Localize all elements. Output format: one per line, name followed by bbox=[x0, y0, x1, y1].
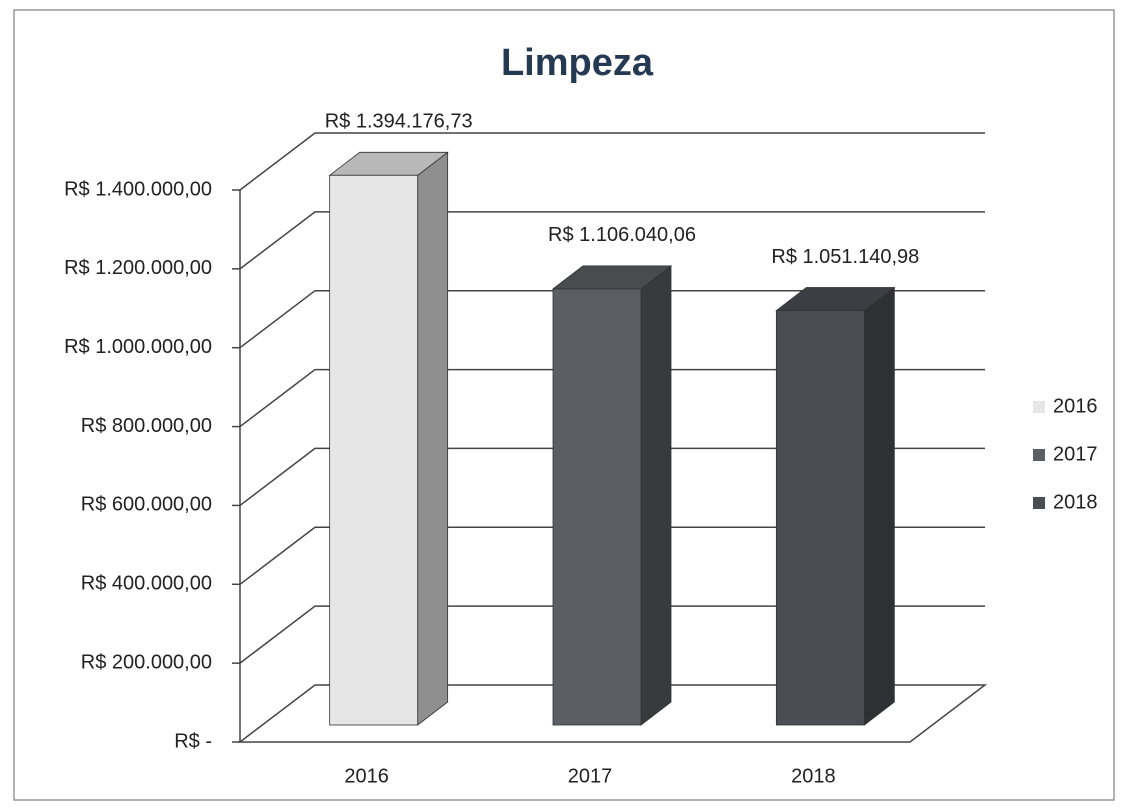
y-tick-label: R$ 1.000.000,00 bbox=[64, 336, 212, 358]
bar-front bbox=[775, 310, 865, 726]
y-tick-label: R$ 1.400.000,00 bbox=[64, 178, 212, 200]
grid-line bbox=[239, 132, 985, 191]
grid-line bbox=[239, 289, 985, 349]
y-tick-label: R$ 200.000,00 bbox=[81, 651, 212, 673]
y-tick-label: R$ - bbox=[174, 730, 212, 752]
x-tick-label: 2016 bbox=[344, 765, 389, 787]
grid-line bbox=[239, 368, 985, 428]
bar-side bbox=[640, 265, 672, 726]
bar-side bbox=[863, 286, 895, 726]
data-label: R$ 1.106.040,06 bbox=[548, 224, 696, 246]
legend-swatch bbox=[1033, 497, 1045, 509]
legend-label: 2018 bbox=[1053, 491, 1098, 513]
floor bbox=[237, 684, 988, 743]
grid-line bbox=[239, 211, 985, 270]
x-tick-label: 2017 bbox=[568, 765, 613, 787]
bar-side bbox=[417, 151, 449, 726]
legend-label: 2016 bbox=[1053, 395, 1098, 417]
data-label: R$ 1.394.176,73 bbox=[325, 111, 473, 133]
legend-label: 2017 bbox=[1053, 443, 1098, 465]
y-tick-label: R$ 800.000,00 bbox=[81, 415, 212, 437]
legend-swatch bbox=[1033, 449, 1045, 461]
y-tick-label: R$ 600.000,00 bbox=[81, 494, 212, 516]
data-label: R$ 1.051.140,98 bbox=[771, 246, 919, 268]
x-tick-label: 2018 bbox=[791, 765, 836, 787]
bar-front bbox=[552, 288, 642, 726]
y-tick-label: R$ 1.200.000,00 bbox=[64, 257, 212, 279]
bar bbox=[328, 151, 449, 726]
grid-line bbox=[239, 605, 985, 664]
grid-line bbox=[239, 526, 985, 585]
chart-title: Limpeza bbox=[501, 42, 654, 84]
bar bbox=[775, 286, 896, 726]
y-tick-label: R$ 400.000,00 bbox=[81, 573, 212, 595]
bar bbox=[551, 265, 673, 726]
bar-front bbox=[329, 174, 419, 726]
grid-line bbox=[239, 447, 985, 507]
legend-swatch bbox=[1033, 401, 1045, 413]
